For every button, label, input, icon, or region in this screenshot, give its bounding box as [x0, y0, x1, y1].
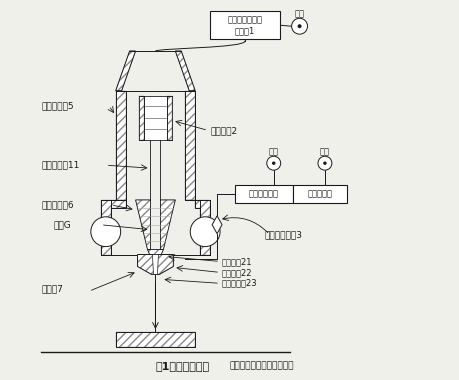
Text: 電源: 電源	[294, 10, 304, 19]
Text: 水処理装置: 水処理装置	[307, 190, 332, 198]
Polygon shape	[175, 51, 195, 91]
Circle shape	[266, 156, 280, 170]
Circle shape	[271, 162, 275, 165]
Text: 液体貯留室23: 液体貯留室23	[222, 279, 257, 288]
Text: 図1　全体構成図: 図1 全体構成図	[155, 361, 209, 371]
Text: レーザー光11: レーザー光11	[41, 161, 79, 170]
Text: 加工ヘッド6: 加工ヘッド6	[41, 200, 73, 209]
Polygon shape	[160, 200, 175, 250]
Text: 軸線G: 軸線G	[53, 220, 71, 229]
Polygon shape	[116, 91, 125, 200]
Polygon shape	[143, 96, 167, 140]
Circle shape	[90, 217, 120, 247]
Polygon shape	[116, 332, 195, 347]
Polygon shape	[101, 200, 125, 255]
Text: 分配流路21: 分配流路21	[222, 257, 252, 266]
Polygon shape	[116, 51, 135, 91]
Polygon shape	[135, 200, 150, 250]
Circle shape	[291, 18, 307, 34]
Polygon shape	[152, 255, 158, 274]
Text: 光学装置2: 光学装置2	[210, 126, 237, 135]
Polygon shape	[212, 216, 222, 234]
Circle shape	[323, 162, 326, 165]
Polygon shape	[137, 255, 173, 274]
Text: （切断装置駆動部を除く）: （切断装置駆動部を除く）	[230, 361, 294, 370]
Text: グリーンレーザ
発振器1: グリーンレーザ 発振器1	[227, 16, 262, 35]
Polygon shape	[138, 96, 143, 140]
Polygon shape	[185, 91, 195, 200]
FancyArrowPatch shape	[155, 41, 244, 51]
Bar	[292, 185, 347, 203]
Text: 電源: 電源	[268, 148, 278, 157]
Text: 高圧水ポンプ: 高圧水ポンプ	[248, 190, 278, 198]
Text: 連絡流路22: 連絡流路22	[222, 268, 252, 277]
Bar	[210, 11, 279, 39]
Circle shape	[297, 24, 301, 28]
Circle shape	[317, 156, 331, 170]
Circle shape	[190, 217, 219, 247]
Polygon shape	[185, 200, 210, 255]
Text: 液体供給手段3: 液体供給手段3	[264, 230, 302, 239]
Polygon shape	[147, 250, 163, 268]
Bar	[235, 185, 292, 203]
Text: 水源: 水源	[319, 148, 329, 157]
Text: ハウジング5: ハウジング5	[41, 101, 73, 110]
Text: ノズル7: ノズル7	[41, 285, 63, 294]
Polygon shape	[167, 96, 172, 140]
